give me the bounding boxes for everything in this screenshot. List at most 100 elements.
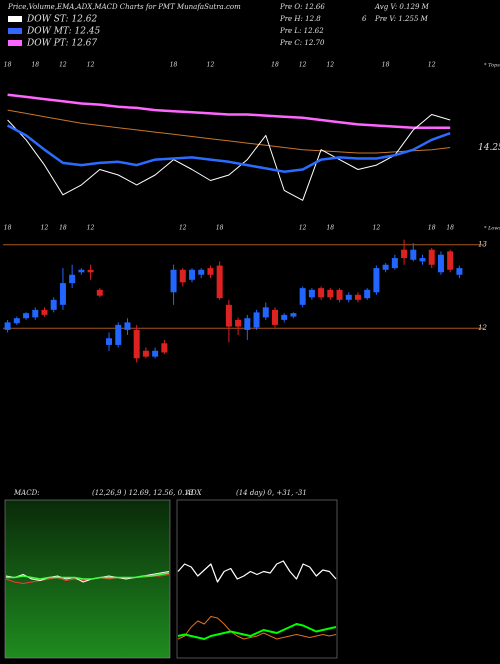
candle-body [244, 318, 251, 330]
candle-body [456, 268, 463, 275]
candle-body [23, 313, 30, 319]
x-tick-label: 18 [4, 62, 12, 69]
candle-body [299, 288, 306, 305]
candle-body [152, 350, 159, 357]
candle-body [428, 249, 435, 265]
y-tick-label: 12 [478, 324, 487, 332]
x-tick-label: 18 [326, 225, 334, 232]
x-tick-label: 12 [207, 62, 215, 69]
candle-body [354, 294, 361, 300]
panel-subtitle: (14 day) 0, +31, -31 [236, 489, 307, 497]
candle-body [207, 268, 214, 275]
x-tick-label: 18 [271, 62, 279, 69]
candle-body [41, 309, 48, 315]
candle-body [290, 313, 297, 317]
y-tick-label: 14.25 [478, 143, 500, 153]
x-tick-label: 18 [31, 62, 39, 69]
info-text: Avg V: 0.129 M [374, 3, 430, 11]
candle-body [115, 324, 122, 345]
x-tick-label: 12 [87, 62, 95, 69]
legend-label: DOW PT: 12.67 [26, 39, 97, 49]
series-line [7, 124, 451, 173]
series-line [177, 560, 337, 583]
x-tick-label: 18 [216, 225, 224, 232]
candle-body [106, 338, 113, 345]
x-tick-label: 18 [170, 62, 178, 69]
series-line [7, 109, 451, 154]
x-tick-label: 12 [87, 225, 95, 232]
x-tick-label: 18 [59, 225, 67, 232]
candle-body [69, 274, 76, 284]
candle-body [373, 268, 380, 293]
candle-body [345, 294, 352, 300]
info-text: Pre O: 12.66 [279, 3, 325, 11]
candle-body [271, 309, 278, 325]
candle-body [78, 269, 85, 273]
x-tick-label: 18 [428, 225, 436, 232]
candle-body [59, 283, 66, 305]
x-tick-label: 18 [382, 62, 390, 69]
x-tick-label: 18 [446, 225, 454, 232]
candle-body [253, 312, 260, 328]
series-line [7, 114, 451, 201]
panel-title: MACD: [13, 489, 40, 497]
x-tick-label: 12 [299, 225, 307, 232]
x-tick-label: 12 [59, 62, 67, 69]
candle-body [216, 265, 223, 299]
candle-body [133, 329, 140, 359]
candle-body [262, 307, 269, 318]
candle-body [410, 249, 417, 260]
candle-body [235, 319, 242, 327]
x-tick-label: 12 [41, 225, 49, 232]
series-line [6, 572, 170, 580]
candle-body [437, 254, 444, 273]
legend-label: DOW MT: 12.45 [26, 27, 101, 37]
x-tick-label: 12 [428, 62, 436, 69]
candle-body [327, 289, 334, 298]
info-text: 6 [362, 15, 367, 23]
candle-body [13, 318, 20, 324]
candle-body [447, 251, 454, 270]
candle-body [124, 322, 131, 330]
series-line [7, 93, 451, 129]
x-tick-label: 12 [326, 62, 334, 69]
candle-body [198, 269, 205, 275]
annotation: * Lows [484, 226, 500, 232]
info-text: Pre H: 12.8 [279, 15, 321, 23]
panel-subtitle: (12,26,9 ) 12.69, 12.56, 0.13 [92, 489, 194, 497]
legend-swatch [8, 16, 22, 22]
candle-body [308, 289, 315, 298]
candle-body [170, 269, 177, 293]
candle-body [189, 269, 196, 280]
x-tick-label: 12 [179, 225, 187, 232]
y-tick-label: 13 [478, 241, 487, 249]
candle-body [401, 249, 408, 259]
candle-body [142, 350, 149, 357]
candle-body [318, 288, 325, 298]
candle-body [4, 322, 11, 330]
candle-body [161, 343, 168, 353]
candle-body [336, 289, 343, 300]
panel-title: ADX [185, 489, 203, 497]
page-title: Price,Volume,EMA,ADX,MACD Charts for PMT… [7, 3, 241, 11]
x-tick-label: 18 [4, 225, 12, 232]
series-line [177, 623, 337, 640]
candle-body [96, 289, 103, 296]
candle-body [179, 269, 186, 283]
candle-body [32, 309, 39, 318]
candle-body [225, 304, 232, 327]
series-line [177, 616, 337, 640]
legend-swatch [8, 28, 22, 34]
candle-body [391, 258, 398, 269]
x-tick-label: 12 [299, 62, 307, 69]
candle-body [382, 264, 389, 270]
candle-body [87, 269, 94, 273]
annotation: * Tops [484, 63, 500, 69]
legend-swatch [8, 40, 22, 46]
candle-body [419, 258, 426, 262]
info-text: Pre V: 1.255 M [374, 15, 429, 23]
info-text: Pre L: 12.62 [279, 27, 324, 35]
info-text: Pre C: 12.70 [279, 39, 325, 47]
